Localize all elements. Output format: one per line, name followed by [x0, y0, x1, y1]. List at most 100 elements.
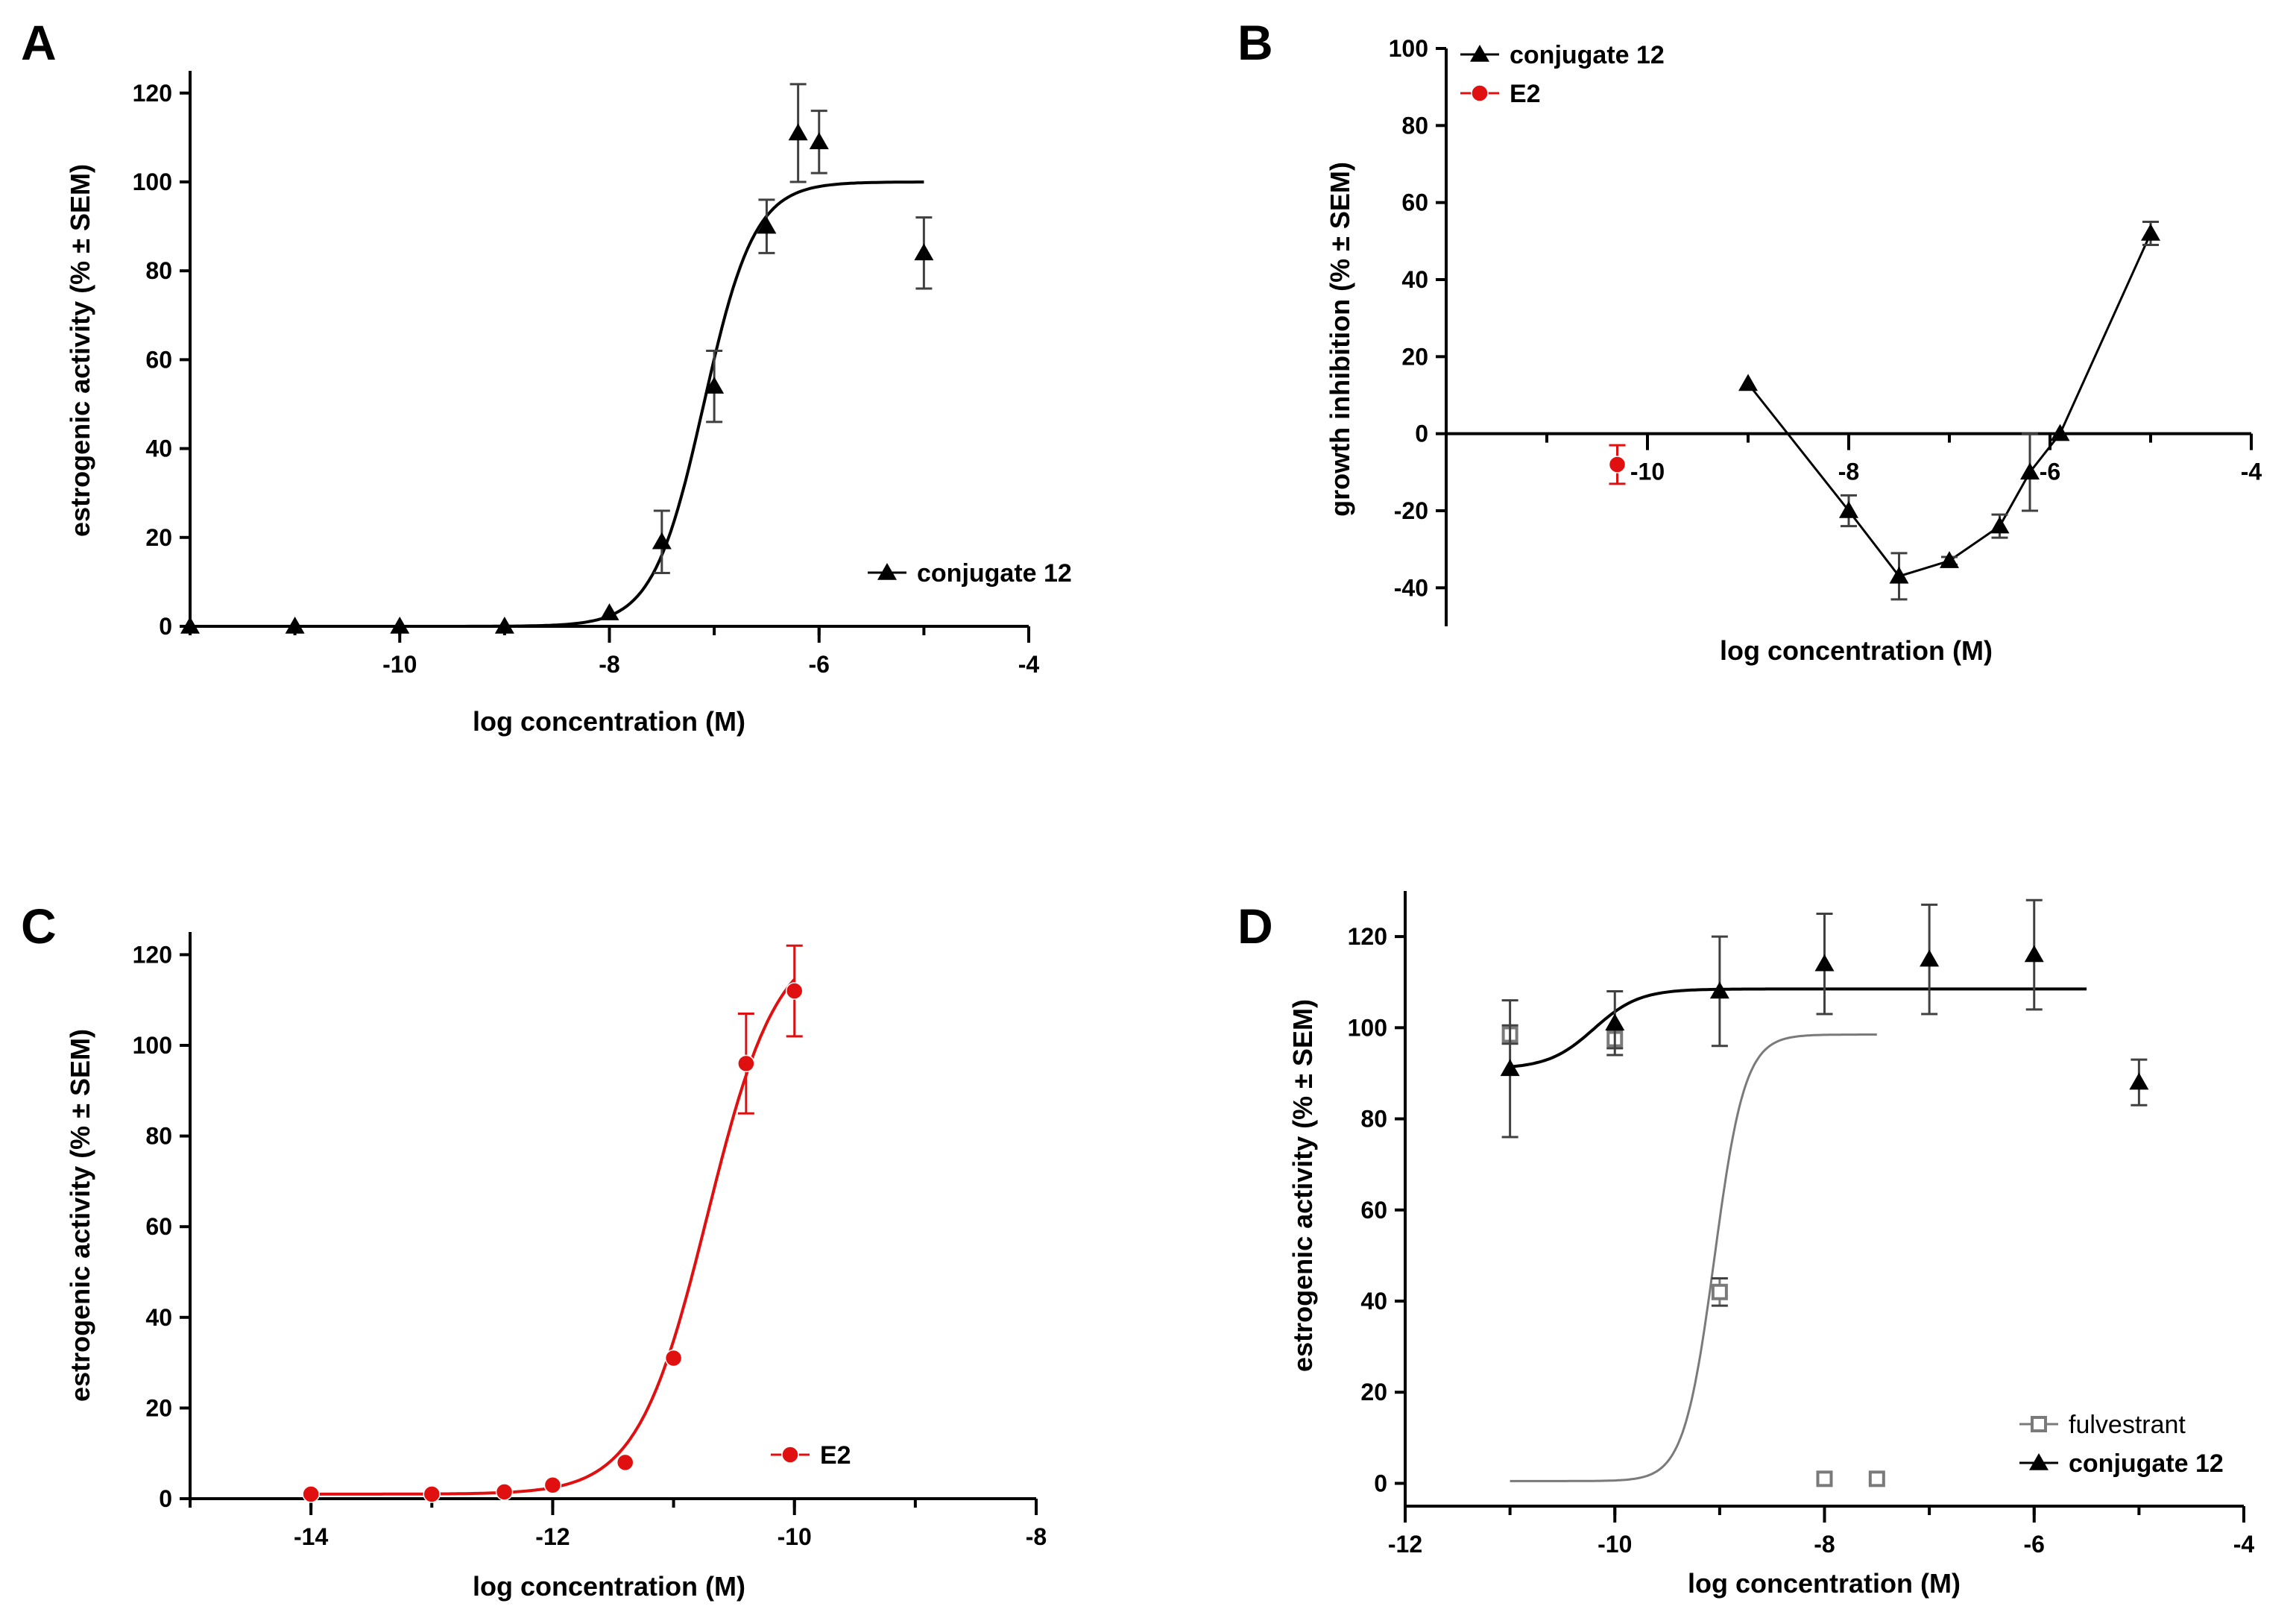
- y-tick-label: 60: [1360, 1197, 1387, 1224]
- x-tick-label: -14: [294, 1523, 328, 1550]
- data-point: [809, 132, 829, 150]
- data-point: [302, 1485, 320, 1503]
- legend-label: fulvestrant: [2069, 1411, 2186, 1439]
- y-tick-label: 40: [145, 1304, 172, 1331]
- y-tick-label: 100: [133, 1032, 172, 1059]
- legend-label: E2: [820, 1441, 851, 1470]
- x-tick-label: -6: [2040, 459, 2060, 485]
- data-point: [2050, 424, 2070, 441]
- legend-entry: fulvestrant: [2019, 1411, 2186, 1439]
- y-tick-label: 100: [1389, 35, 1428, 62]
- legend-marker: [1470, 45, 1489, 62]
- data-point: [1814, 954, 1835, 972]
- data-point: [2141, 224, 2160, 241]
- data-point: [616, 1453, 634, 1472]
- data-point: [785, 982, 804, 1000]
- y-tick-label: 0: [159, 613, 172, 640]
- legend-marker: [781, 1446, 799, 1464]
- data-point: [1940, 551, 1959, 568]
- y-tick-label: 40: [1360, 1288, 1387, 1315]
- x-tick-label: -8: [1026, 1523, 1047, 1550]
- panel-letter: C: [21, 898, 57, 954]
- y-tick-label: 20: [145, 1394, 172, 1421]
- y-tick-label: -20: [1394, 497, 1428, 524]
- data-point: [1889, 566, 1909, 584]
- x-tick-label: -10: [382, 651, 417, 678]
- series-conjugate-12: [1500, 898, 2149, 1139]
- legend-marker: [2029, 1453, 2049, 1470]
- legend-marker: [2031, 1416, 2047, 1432]
- panel-d: D 0 20 40 60 80 100 120 -12 -10 -8 -6 -4 log concentr…: [1237, 891, 2254, 1599]
- data-point: [1990, 516, 2010, 534]
- y-tick-label: 120: [133, 80, 172, 107]
- x-tick-label: -8: [1838, 459, 1859, 485]
- data-point: [914, 243, 934, 261]
- y-tick-label: 80: [1360, 1106, 1387, 1133]
- panel-b: B -40 -20 0 20 40 60 80 100 -10 -8 -6 -4 log concentr…: [1237, 15, 2262, 666]
- data-point: [180, 617, 200, 634]
- legend-marker: [877, 563, 897, 580]
- y-axis-label: growth inhibition (% ± SEM): [1325, 162, 1355, 517]
- y-tick-label: 80: [145, 1123, 172, 1150]
- legend-marker: [1471, 84, 1489, 102]
- data-point: [2129, 1072, 2149, 1090]
- panel-a: A 0 20 40 60 80 100 120 -10 -8 -6 -4 log concentrati…: [21, 15, 1072, 737]
- series-e2: [1608, 444, 1627, 485]
- data-point: [1605, 1013, 1625, 1030]
- data-point: [1868, 1470, 1885, 1488]
- data-point: [543, 1476, 562, 1494]
- data-point: [788, 123, 808, 141]
- x-tick-label: -8: [1814, 1531, 1835, 1558]
- x-tick-label: -8: [599, 651, 619, 678]
- y-tick-label: 20: [145, 524, 172, 551]
- legend-entry: conjugate 12: [1460, 41, 1665, 69]
- y-tick-label: 0: [1415, 421, 1428, 447]
- y-tick-label: 100: [133, 169, 172, 195]
- panel-letter: D: [1237, 898, 1273, 954]
- panel-letter: B: [1237, 15, 1273, 70]
- data-point: [1738, 374, 1758, 391]
- data-point: [704, 377, 725, 394]
- y-tick-label: 60: [145, 1213, 172, 1240]
- data-point: [1709, 981, 1729, 999]
- data-point: [737, 1054, 755, 1073]
- panel-c: C 0 20 40 60 80 100 120 -14 -12 -10 -8 log concentra…: [21, 898, 1047, 1602]
- x-axis-label: log concentration (M): [1688, 1568, 1961, 1599]
- y-tick-label: -40: [1394, 574, 1428, 601]
- data-point: [390, 617, 410, 634]
- x-tick-label: -4: [2233, 1531, 2255, 1558]
- data-point: [1816, 1470, 1833, 1488]
- legend-label: E2: [1510, 80, 1541, 108]
- legend-entry: conjugate 12: [2019, 1449, 2224, 1478]
- legend-entry: E2: [1460, 80, 1541, 108]
- data-point: [757, 216, 777, 234]
- y-tick-label: 40: [1401, 266, 1428, 293]
- series-fulvestrant: [1501, 1024, 1885, 1488]
- data-point: [664, 1349, 683, 1367]
- y-tick-label: 100: [1348, 1014, 1387, 1041]
- x-tick-label: -4: [1018, 651, 1040, 678]
- y-tick-label: 20: [1360, 1379, 1387, 1405]
- y-tick-label: 60: [1401, 189, 1428, 216]
- legend-label: conjugate 12: [917, 559, 1072, 588]
- data-point: [599, 603, 619, 620]
- legend-label: conjugate 12: [2069, 1449, 2224, 1478]
- y-tick-label: 20: [1401, 343, 1428, 370]
- y-tick-label: 80: [145, 257, 172, 284]
- legend-entry: conjugate 12: [868, 559, 1072, 588]
- series-line: [1747, 233, 2152, 578]
- x-tick-label: -10: [778, 1523, 812, 1550]
- x-tick-label: -10: [1630, 459, 1665, 485]
- data-point: [285, 617, 305, 634]
- x-axis-label: log concentration (M): [473, 706, 745, 737]
- x-axis-label: log concentration (M): [473, 1571, 745, 1602]
- data-point: [1711, 1283, 1728, 1300]
- data-point: [1500, 1059, 1520, 1077]
- series-conjugate-12: [180, 83, 934, 634]
- data-point: [2020, 462, 2040, 480]
- fit-curve: [190, 180, 924, 628]
- y-tick-label: 0: [1374, 1470, 1387, 1496]
- fit-curve: [1510, 1033, 1877, 1482]
- panel-letter: A: [21, 15, 57, 70]
